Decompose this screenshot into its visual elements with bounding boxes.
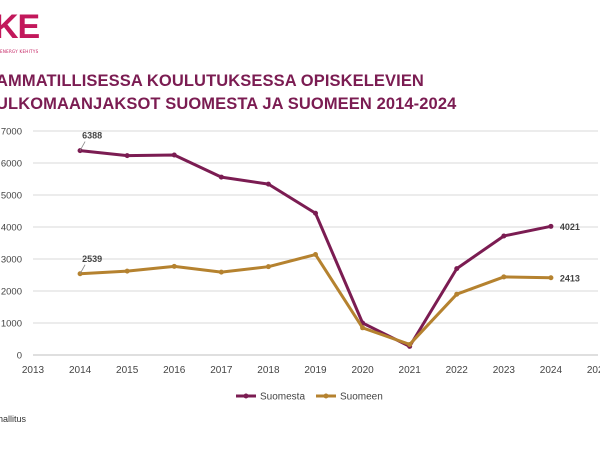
data-point xyxy=(171,152,177,158)
legend-marker xyxy=(243,393,249,399)
data-point xyxy=(501,233,507,239)
x-tick-label: 2023 xyxy=(493,365,516,376)
data-point xyxy=(548,275,554,281)
chart-title: AMMATILLISESSA KOULUTUKSESSA OPISKELEVIE… xyxy=(0,70,456,116)
data-point xyxy=(218,174,224,180)
x-tick-label: 2021 xyxy=(399,365,422,376)
data-point xyxy=(218,269,224,275)
y-tick-label: 4000 xyxy=(1,223,22,234)
logo: KE xyxy=(0,8,40,46)
data-point xyxy=(124,268,130,274)
legend-marker xyxy=(323,393,329,399)
data-label-leader xyxy=(79,141,86,151)
x-tick-label: 2019 xyxy=(304,365,327,376)
data-point xyxy=(407,341,413,347)
y-tick-label: 7000 xyxy=(1,127,22,138)
data-point xyxy=(501,274,507,280)
x-tick-label: 2016 xyxy=(163,365,186,376)
data-labels: 6388 2539 4021 2413 xyxy=(79,131,580,283)
data-point xyxy=(124,153,130,159)
x-tick-label: 2020 xyxy=(351,365,374,376)
logo-subtext: ENERGY KEHITYS xyxy=(0,49,39,54)
legend-label: Suomesta xyxy=(260,392,305,403)
data-label: 4021 xyxy=(560,222,580,232)
x-tick-label: 2013 xyxy=(22,365,45,376)
legend: Suomesta Suomeen xyxy=(236,392,383,403)
data-point xyxy=(171,263,177,269)
data-point xyxy=(548,223,554,229)
x-tick-label: 2015 xyxy=(116,365,139,376)
x-tick-label: 2014 xyxy=(69,365,92,376)
data-point xyxy=(313,210,318,216)
chart-title-line-2: ULKOMAANJAKSOT SUOMESTA JA SUOMEEN 2014-… xyxy=(0,95,457,113)
data-label: 2413 xyxy=(560,273,580,283)
gridlines xyxy=(33,130,598,356)
x-tick-label: 2022 xyxy=(446,365,469,376)
series-line-suomeen xyxy=(78,253,553,346)
data-point xyxy=(360,325,366,331)
legend-label: Suomeen xyxy=(340,392,383,403)
x-tick-label: 2024 xyxy=(540,365,563,376)
y-tick-label: 5000 xyxy=(1,191,22,202)
y-tick-label: 1000 xyxy=(1,319,22,330)
series-line-suomesta xyxy=(78,149,553,348)
y-axis-ticks: 0 1000 2000 3000 4000 5000 6000 7000 xyxy=(1,127,22,362)
data-point xyxy=(454,266,460,272)
source-note: hallitus xyxy=(0,414,27,424)
chart-title-line-1: AMMATILLISESSA KOULUTUKSESSA OPISKELEVIE… xyxy=(0,72,424,90)
data-label: 6388 xyxy=(82,131,102,141)
y-tick-label: 3000 xyxy=(1,255,22,266)
x-tick-label: 2025 xyxy=(587,365,600,376)
series-lines xyxy=(77,148,554,349)
x-tick-label: 2018 xyxy=(257,365,280,376)
y-tick-label: 2000 xyxy=(1,287,22,298)
data-point xyxy=(265,264,271,270)
y-tick-label: 0 xyxy=(17,351,22,362)
data-label: 2539 xyxy=(82,254,102,264)
data-point xyxy=(265,181,271,187)
logo-text: KE xyxy=(0,8,40,46)
data-label-leader xyxy=(79,264,86,274)
x-tick-label: 2017 xyxy=(210,365,233,376)
data-point xyxy=(313,252,318,258)
data-point xyxy=(454,291,460,297)
x-axis-ticks: 2013 2014 2015 2016 2017 2018 2019 2020 2021 2022… xyxy=(22,365,600,376)
y-tick-label: 6000 xyxy=(1,159,22,170)
